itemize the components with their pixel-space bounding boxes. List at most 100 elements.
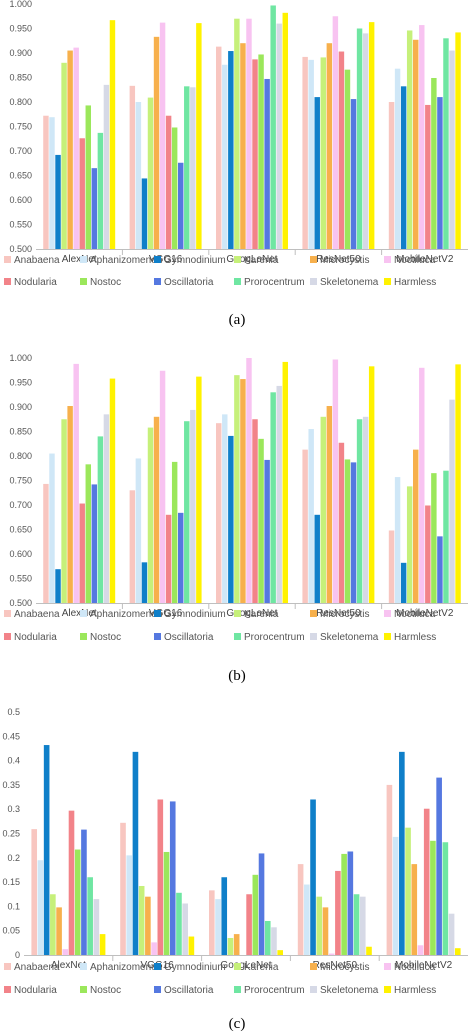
y-tick-label: 0.45 [2,731,20,741]
bar-oscillatoria-resnet50 [350,462,357,603]
bar-aphanizomenon-googlenet [222,414,228,603]
bar-nostoc-vgg16 [163,851,170,955]
legend-swatch [234,278,241,285]
bar-nodularia-resnet50 [338,51,345,249]
legend-swatch [310,610,317,617]
y-tick-label: 0.5 [7,707,20,717]
bar-microcystis-vgg16 [153,36,160,249]
legend-swatch [310,986,317,993]
y-tick-label: 0.05 [2,926,20,936]
bar-nostoc-alexnet [85,105,91,250]
y-tick-label: 0.35 [2,780,20,790]
panel-label: (a) [229,312,246,328]
bar-karenia-resnet50 [320,57,327,249]
legend-label: Nostoc [90,632,121,643]
bar-nostoc-resnet50 [344,69,351,249]
bar-microcystis-googlenet [233,934,240,955]
legend-label: Nodularia [14,985,57,996]
bar-skeletonema-mobilenetv2 [449,399,455,603]
bar-anabaena-resnet50 [302,56,308,249]
bar-microcystis-resnet50 [322,907,329,955]
bar-prorocentrum-alexnet [87,877,93,955]
x-tick-label: ResNet50 [313,960,358,971]
bar-skeletonema-alexnet [93,899,100,955]
bar-harmless-googlenet [277,950,283,955]
legend-label: Gymnodinium [164,609,226,620]
bar-prorocentrum-vgg16 [184,86,190,249]
bar-gymnodinium-googlenet [221,877,228,955]
bar-microcystis-mobilenetv2 [413,449,419,603]
bar-skeletonema-googlenet [276,385,282,603]
bar-gymnodinium-googlenet [228,51,234,249]
bar-skeletonema-googlenet [276,23,282,249]
bar-harmless-vgg16 [196,23,202,249]
legend-swatch [4,610,11,617]
bar-noctiluca-googlenet [246,18,252,250]
bar-nostoc-googlenet [252,874,259,955]
x-tick-label: ResNet50 [316,608,361,619]
legend-label: Aphanizomenon [90,609,162,620]
bar-prorocentrum-resnet50 [353,894,360,955]
bar-karenia-googlenet [234,18,240,250]
bar-karenia-mobilenetv2 [406,486,413,603]
bar-anabaena-alexnet [43,483,49,603]
bar-nodularia-mobilenetv2 [423,808,430,955]
bar-nodularia-googlenet [246,894,252,955]
x-tick-label: MobileNetV2 [396,608,454,619]
bar-microcystis-googlenet [240,43,246,250]
bar-oscillatoria-alexnet [81,829,87,955]
bar-skeletonema-vgg16 [182,903,188,955]
bar-aphanizomenon-resnet50 [304,884,310,955]
legend-label: Prorocentrum [244,632,305,643]
y-tick-label: 0.950 [9,24,32,34]
bar-oscillatoria-mobilenetv2 [436,777,442,955]
legend-swatch [80,633,87,640]
bar-oscillatoria-vgg16 [177,512,184,603]
bar-nodularia-googlenet [252,419,258,603]
bar-prorocentrum-resnet50 [356,28,363,249]
bar-noctiluca-googlenet [246,358,252,603]
y-tick-label: 0.500 [9,598,32,608]
legend-label: Skeletonema [320,277,379,288]
legend-label: Karenia [244,609,279,620]
bar-oscillatoria-alexnet [91,484,98,603]
legend-swatch [4,963,11,970]
bar-anabaena-googlenet [216,423,222,603]
bar-prorocentrum-mobilenetv2 [443,38,449,249]
bar-anabaena-vgg16 [129,85,136,249]
panel-label: (c) [229,1016,246,1032]
bar-oscillatoria-mobilenetv2 [437,97,443,249]
y-tick-label: 1.000 [9,353,32,363]
chart-panel-0: 0.500 0.550 0.600 0.650 0.700 0.750 0.800 0.850… [4,0,468,328]
legend-label: Harmless [394,632,436,643]
legend-swatch [80,963,87,970]
bar-noctiluca-alexnet [73,47,79,249]
x-tick-label: AlexNet [62,608,97,619]
y-tick-label: 0.850 [9,73,32,83]
bar-karenia-alexnet [61,419,67,603]
y-tick-label: 0.800 [9,451,32,461]
y-tick-label: 0.500 [9,244,32,254]
legend-swatch [154,963,161,970]
bar-aphanizomenon-googlenet [222,64,228,249]
x-tick-label: AlexNet [62,254,97,265]
legend-swatch [384,986,391,993]
y-tick-label: 0.15 [2,877,20,887]
legend-label: Nodularia [14,277,57,288]
legend-label: Skeletonema [320,632,379,643]
bar-skeletonema-vgg16 [190,409,196,603]
legend-label: Karenia [244,255,279,266]
bar-gymnodinium-resnet50 [310,799,316,955]
legend-swatch [80,610,87,617]
bar-aphanizomenon-mobilenetv2 [392,836,399,955]
y-tick-label: 0.600 [9,549,32,559]
bar-microcystis-vgg16 [153,416,160,603]
legend-label: Anabaena [14,962,60,973]
bar-microcystis-alexnet [67,406,73,603]
y-tick-label: 0.800 [9,97,32,107]
y-tick-label: 0.750 [9,122,32,132]
bar-aphanizomenon-mobilenetv2 [394,68,401,250]
bar-nostoc-mobilenetv2 [430,840,436,955]
bar-harmless-resnet50 [366,946,372,955]
